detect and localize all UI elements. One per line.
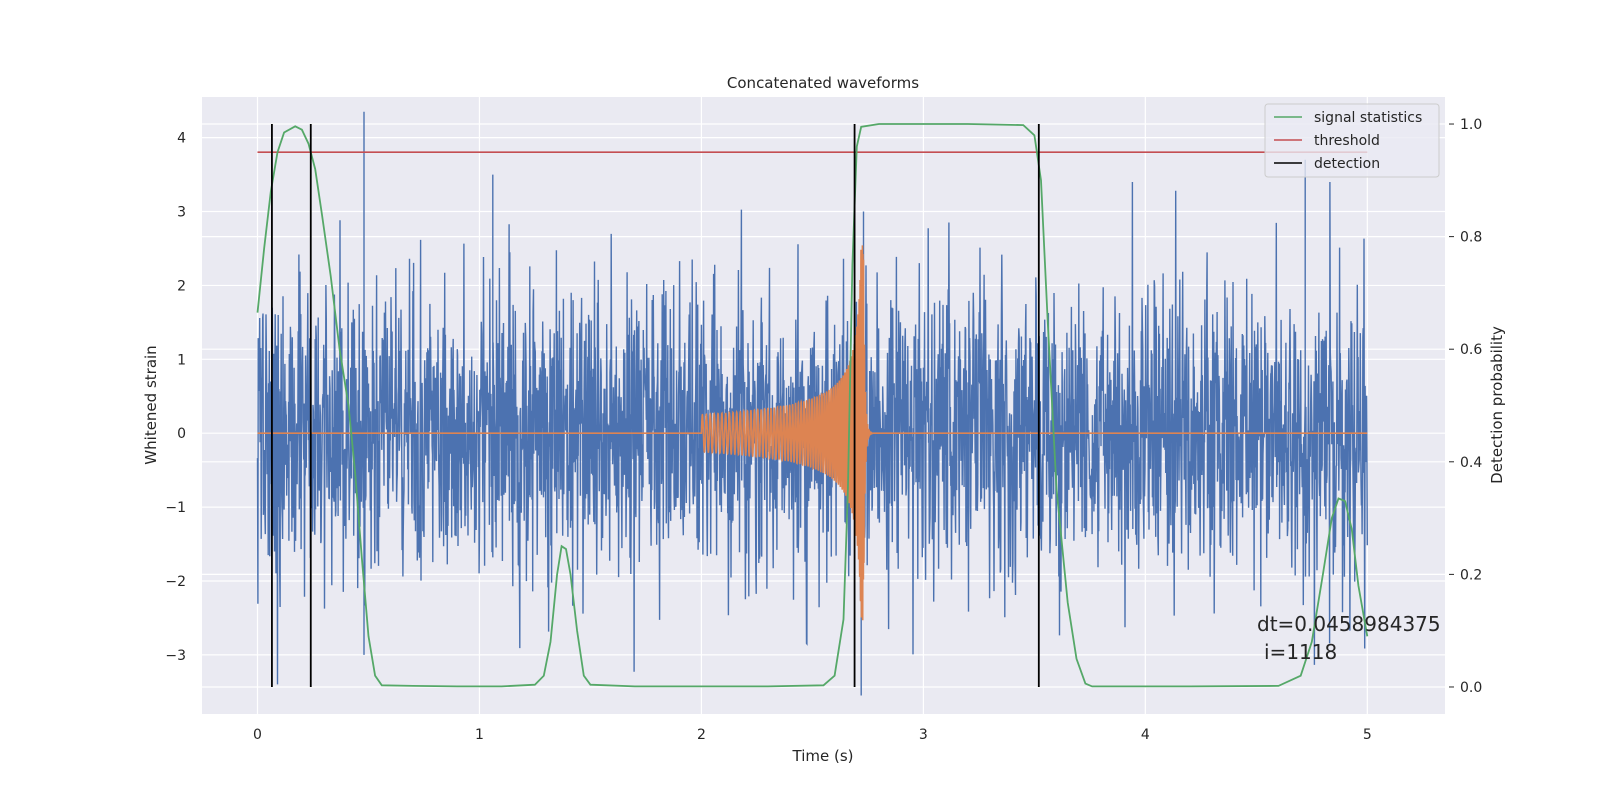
annotation-dt: dt=0.0458984375 xyxy=(1257,612,1441,636)
series-signal-statistics-line xyxy=(256,123,1369,688)
y2-tick-label-0: 0.0 xyxy=(1460,680,1482,696)
legend-label-threshold: threshold xyxy=(1314,133,1380,149)
y-tick-label-2: −1 xyxy=(165,500,186,516)
y2-tick-label-3: 0.6 xyxy=(1460,342,1482,358)
x-tick-label-4: 4 xyxy=(1141,727,1150,743)
series-injected-waveform-line xyxy=(257,245,1368,621)
annotation-index: i=1118 xyxy=(1264,640,1337,664)
y-tick-label-1: −2 xyxy=(165,574,186,590)
y2-axis-label: Detection probability xyxy=(1488,326,1506,484)
y-tick-label-5: 2 xyxy=(177,278,186,294)
y-tick-label-0: −3 xyxy=(165,648,186,664)
chart-title: Concatenated waveforms xyxy=(727,74,919,92)
y-axis-label: Whitened strain xyxy=(142,345,160,464)
y2-tick-label-5: 1.0 xyxy=(1460,117,1482,133)
y2-tick-label-4: 0.8 xyxy=(1460,230,1482,246)
y2-tick-label-2: 0.4 xyxy=(1460,455,1482,471)
x-tick-label-1: 1 xyxy=(475,727,484,743)
legend: signal statistics threshold detection xyxy=(1264,103,1440,178)
legend-label-detection: detection xyxy=(1314,156,1380,172)
y-tick-label-6: 3 xyxy=(177,205,186,221)
y-tick-label-7: 4 xyxy=(177,131,186,147)
chart-marks xyxy=(256,111,1369,696)
x-tick-label-3: 3 xyxy=(919,727,928,743)
x-tick-label-0: 0 xyxy=(253,727,262,743)
legend-box xyxy=(1264,103,1440,178)
x-tick-label-2: 2 xyxy=(697,727,706,743)
x-axis-label: Time (s) xyxy=(792,747,854,765)
y2-tick-label-1: 0.2 xyxy=(1460,567,1482,583)
y-tick-label-4: 1 xyxy=(177,352,186,368)
axis-ticks: 0 1 2 3 4 5 −3 −2 −1 0 1 2 3 4 0.0 0.2 0.4 0.6 0.8 1.0 xyxy=(165,117,1482,743)
legend-label-signal-statistics: signal statistics xyxy=(1314,110,1422,126)
y-tick-label-3: 0 xyxy=(177,426,186,442)
x-tick-label-5: 5 xyxy=(1363,727,1372,743)
